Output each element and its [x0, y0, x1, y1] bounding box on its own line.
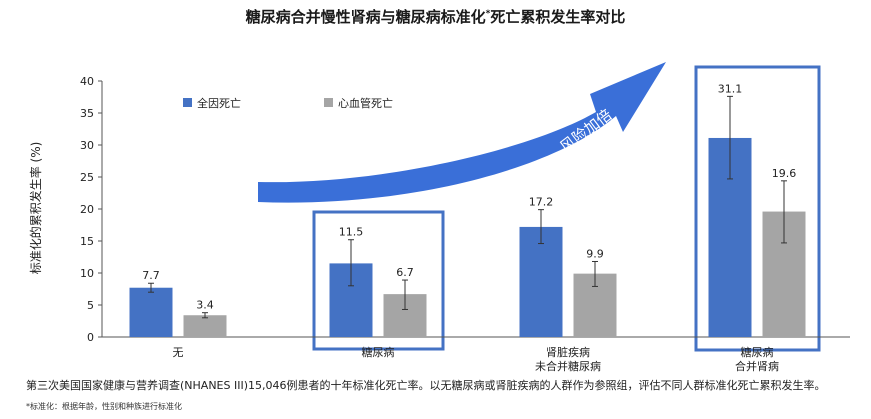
legend-label: 全因死亡: [197, 96, 241, 110]
risk-arrow: 风险加倍: [258, 62, 666, 203]
data-label: 7.7: [142, 269, 160, 282]
y-tick-label: 25: [80, 171, 94, 184]
y-tick-label: 0: [87, 331, 94, 344]
y-axis-label: 标准化的累积发生率 (%): [28, 142, 43, 275]
data-label: 6.7: [396, 266, 414, 279]
category-label: 肾脏疾病: [546, 345, 590, 359]
footnote-small: *标准化：根据年龄，性别和种族进行标准化: [26, 402, 182, 411]
data-label: 9.9: [586, 247, 604, 260]
data-label: 31.1: [718, 82, 743, 95]
title-main: 糖尿病合并慢性肾病与糖尿病标准化: [245, 8, 486, 26]
bar-all-cause-2: [519, 226, 563, 337]
legend-swatch: [324, 98, 333, 107]
legend: 全因死亡 心血管死亡: [183, 96, 393, 110]
category-label: 未合并糖尿病: [535, 359, 601, 373]
bar-all-cause-0: [129, 287, 173, 337]
y-tick-label: 20: [80, 203, 94, 216]
legend-swatch: [183, 98, 192, 107]
data-label: 3.4: [196, 299, 214, 312]
footnote: 第三次美国国家健康与营养调查(NHANES III)15,046例患者的十年标准…: [26, 379, 826, 392]
title-superscript: *: [485, 9, 491, 19]
chart-title: 糖尿病合并慢性肾病与糖尿病标准化*死亡累积发生率对比: [0, 6, 871, 27]
data-label: 19.6: [772, 167, 797, 180]
y-tick-label: 5: [87, 299, 94, 312]
highlight-box: [312, 210, 445, 351]
risk-arrow-shape: [258, 62, 666, 203]
legend-label: 心血管死亡: [338, 96, 393, 110]
y-tick-label: 35: [80, 107, 94, 120]
category-label: 合并肾病: [735, 359, 779, 373]
category-label: 无: [173, 346, 184, 359]
category-label: 糖尿病: [362, 345, 395, 359]
y-tick-label: 10: [80, 267, 94, 280]
bar-cardio-0: [183, 315, 227, 337]
data-label: 11.5: [339, 226, 364, 239]
y-tick-label: 40: [80, 75, 94, 88]
y-tick-label: 15: [80, 235, 94, 248]
highlight-boxes: [312, 65, 821, 352]
highlight-box: [694, 65, 821, 352]
data-label: 17.2: [529, 196, 554, 209]
y-tick-label: 30: [80, 139, 94, 152]
category-label: 糖尿病: [741, 345, 774, 359]
title-tail: 死亡累积发生率对比: [490, 8, 626, 26]
